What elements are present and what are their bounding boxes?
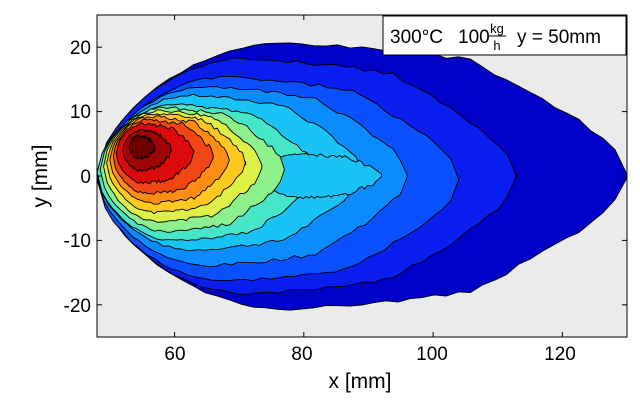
x-tick-label: 60: [164, 344, 185, 365]
annotation-temperature: 300°C: [390, 27, 443, 48]
annotation-flow-value: 100: [458, 27, 490, 48]
annotation-flow-unit-numerator: kg: [490, 21, 504, 36]
y-tick-label: 0: [80, 167, 91, 188]
y-tick-label: -10: [64, 231, 91, 252]
contour-layers: [97, 42, 627, 311]
contour-inner-low-region: [258, 153, 382, 200]
y-tick-label: -20: [64, 296, 91, 317]
annotation-position: y = 50mm: [517, 27, 601, 48]
x-tick-label: 100: [416, 344, 448, 365]
y-tick-label: 20: [70, 38, 91, 59]
x-tick-label: 120: [544, 344, 576, 365]
y-tick-label: 10: [70, 102, 91, 123]
annotation-box: 300°C 100 kg h y = 50mm: [382, 15, 627, 56]
contour-level-14: [128, 133, 156, 161]
x-axis-label: x [mm]: [329, 370, 392, 393]
y-axis-label: y [mm]: [29, 145, 52, 208]
annotation-flow-unit-denominator: h: [493, 38, 500, 53]
x-tick-label: 80: [291, 344, 312, 365]
